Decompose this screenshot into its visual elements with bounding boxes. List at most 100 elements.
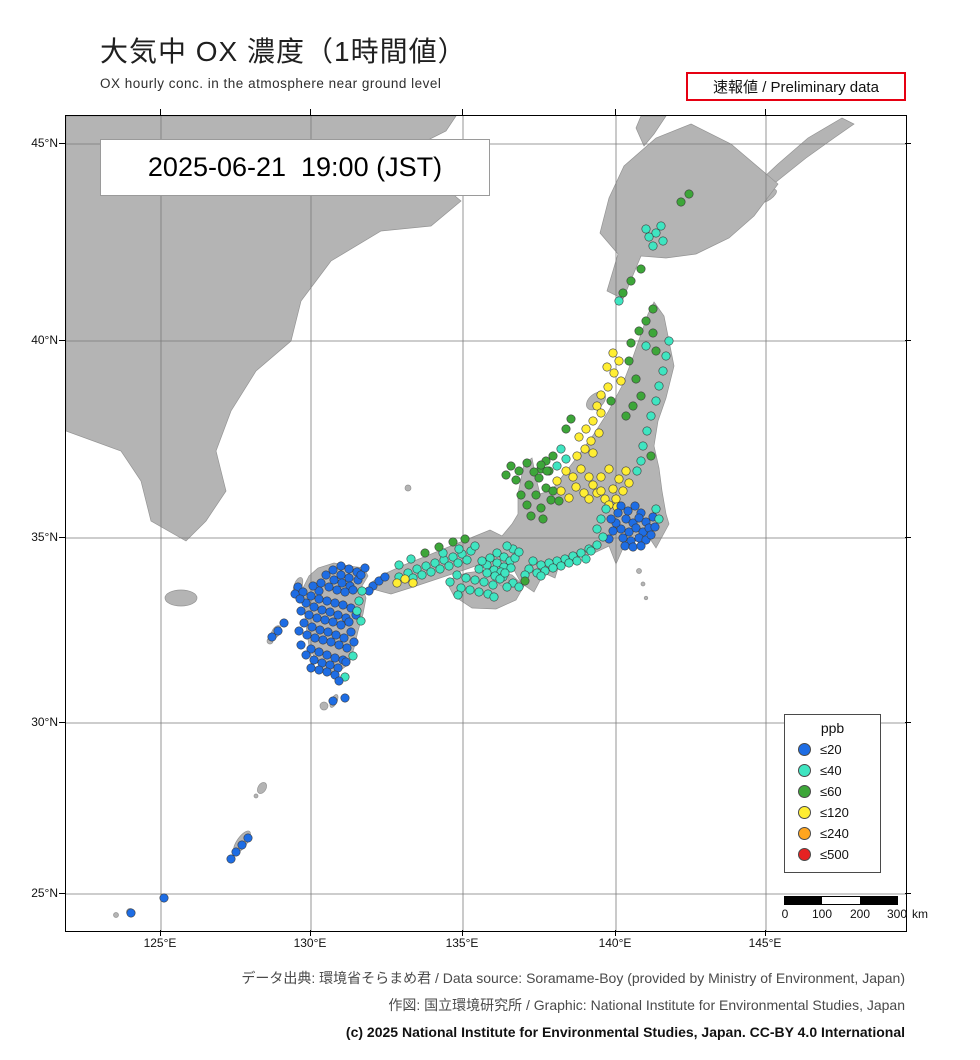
station-dot [552, 461, 562, 471]
station-dot [314, 665, 324, 675]
station-dot [650, 522, 660, 532]
station-dot [646, 411, 656, 421]
scale-bar-segment [822, 897, 860, 904]
station-dot [596, 486, 606, 496]
station-dot [502, 582, 512, 592]
station-dot [548, 563, 558, 573]
station-dot [534, 473, 544, 483]
axis-tick [310, 109, 311, 115]
station-dot [346, 627, 356, 637]
station-dot [588, 416, 598, 426]
station-dot [646, 451, 656, 461]
axis-tick [160, 930, 161, 936]
station-dot [624, 478, 634, 488]
station-dot [618, 486, 628, 496]
island-jeju [164, 589, 198, 607]
island-amami [257, 782, 267, 794]
station-dot [328, 617, 338, 627]
station-dot [598, 532, 608, 542]
station-dot [435, 564, 445, 574]
legend-color-dot [798, 743, 811, 756]
station-dot [309, 602, 319, 612]
station-dot [408, 578, 418, 588]
station-dot [294, 626, 304, 636]
axis-tick [615, 109, 616, 115]
station-dot [452, 570, 462, 580]
legend-color-dot [798, 764, 811, 777]
station-dot [341, 657, 351, 667]
station-dot [596, 390, 606, 400]
station-dot [126, 908, 136, 918]
station-dot [501, 470, 511, 480]
station-dot [516, 490, 526, 500]
station-dot [299, 618, 309, 628]
station-dot [417, 570, 427, 580]
scale-bar-number: 0 [781, 907, 789, 921]
station-dot [552, 476, 562, 486]
lat-label-25n: 25°N [31, 886, 58, 900]
station-dot [676, 197, 686, 207]
station-dot [526, 511, 536, 521]
station-dot [661, 351, 671, 361]
station-dot [588, 480, 598, 490]
station-dot [644, 232, 654, 242]
landmass-layer [66, 116, 855, 918]
station-dot [511, 475, 521, 485]
scale-bar-number: 300 [886, 907, 908, 921]
station-dot [342, 643, 352, 653]
station-dot [654, 381, 664, 391]
footer-data-source: データ出典: 環境省そらまめ君 / Data source: Soramame-… [241, 970, 905, 986]
station-dot [651, 228, 661, 238]
island-izu-3 [643, 595, 649, 601]
station-dot [618, 533, 628, 543]
axis-tick [905, 340, 911, 341]
station-dot [621, 466, 631, 476]
station-dot [542, 466, 552, 476]
station-dot [231, 847, 241, 857]
station-dot [506, 563, 516, 573]
station-dot [314, 647, 324, 657]
station-dot [380, 572, 390, 582]
landmass-kuril [762, 117, 855, 187]
station-dot [330, 598, 340, 608]
station-dot [620, 541, 630, 551]
station-dot [609, 368, 619, 378]
axis-tick [462, 930, 463, 936]
station-dot [514, 466, 524, 476]
legend-item-label: ≤20 [820, 742, 842, 757]
station-dot [572, 451, 582, 461]
station-dot [651, 346, 661, 356]
station-dot [536, 460, 546, 470]
legend-item: ≤20 [785, 739, 880, 760]
legend-item-label: ≤500 [820, 847, 849, 862]
axis-tick [310, 930, 311, 936]
station-dot [453, 590, 463, 600]
station-dot [330, 653, 340, 663]
station-dot [641, 341, 651, 351]
station-dot [608, 348, 618, 358]
station-dot [333, 610, 343, 620]
station-dot [636, 264, 646, 274]
station-dot [482, 568, 492, 578]
axis-tick [59, 143, 65, 144]
axis-tick [905, 893, 911, 894]
station-dot [448, 537, 458, 547]
station-dot [636, 391, 646, 401]
station-dot [306, 644, 316, 654]
landmass-sakhalin [635, 116, 667, 147]
station-dot [561, 466, 571, 476]
station-dot [322, 650, 332, 660]
page-title: 大気中 OX 濃度（1時間値） [100, 36, 467, 67]
station-dot [528, 556, 538, 566]
station-dot [628, 401, 638, 411]
station-dot [656, 221, 666, 231]
station-dot [392, 578, 402, 588]
station-dot [445, 577, 455, 587]
station-dot [648, 328, 658, 338]
station-dot [621, 411, 631, 421]
station-dot [356, 570, 366, 580]
station-dot [340, 587, 350, 597]
station-dot [580, 444, 590, 454]
axis-tick [905, 722, 911, 723]
station-dot [430, 558, 440, 568]
